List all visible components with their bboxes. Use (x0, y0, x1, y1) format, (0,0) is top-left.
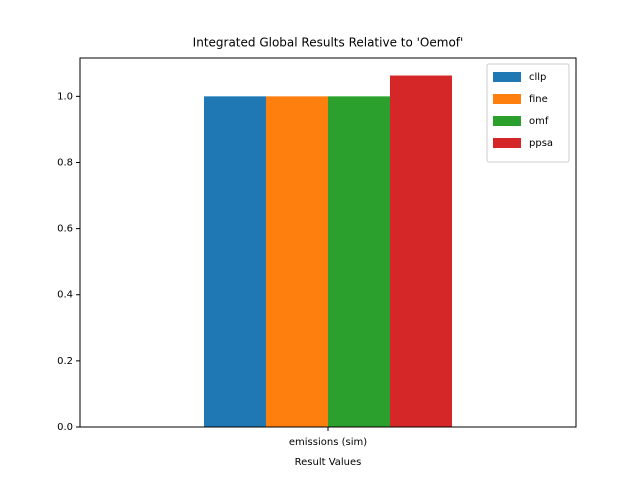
legend-swatch (493, 72, 521, 82)
legend-label: ppsa (529, 138, 553, 149)
bar (328, 96, 390, 428)
legend-swatch (493, 138, 521, 148)
y-tick-label: 0.2 (57, 356, 73, 367)
y-tick-label: 0.0 (57, 422, 73, 433)
legend-label: fine (529, 94, 548, 105)
y-tick-label: 1.0 (57, 91, 73, 102)
legend-label: omf (529, 116, 549, 127)
y-tick-label: 0.8 (57, 157, 73, 168)
legend-swatch (493, 116, 521, 126)
bar (266, 96, 328, 428)
axes-frame (79, 57, 577, 428)
y-tick-label: 0.4 (57, 290, 73, 301)
bar (390, 75, 452, 427)
bar (204, 96, 266, 428)
y-tick-label: 0.6 (57, 224, 73, 235)
legend-label: cllp (529, 72, 546, 83)
chart-title: Integrated Global Results Relative to 'O… (193, 36, 464, 50)
legend-swatch (493, 94, 521, 104)
legend-box (486, 63, 570, 163)
x-tick-label: emissions (sim) (289, 437, 367, 448)
x-axis-label: Result Values (295, 457, 362, 468)
